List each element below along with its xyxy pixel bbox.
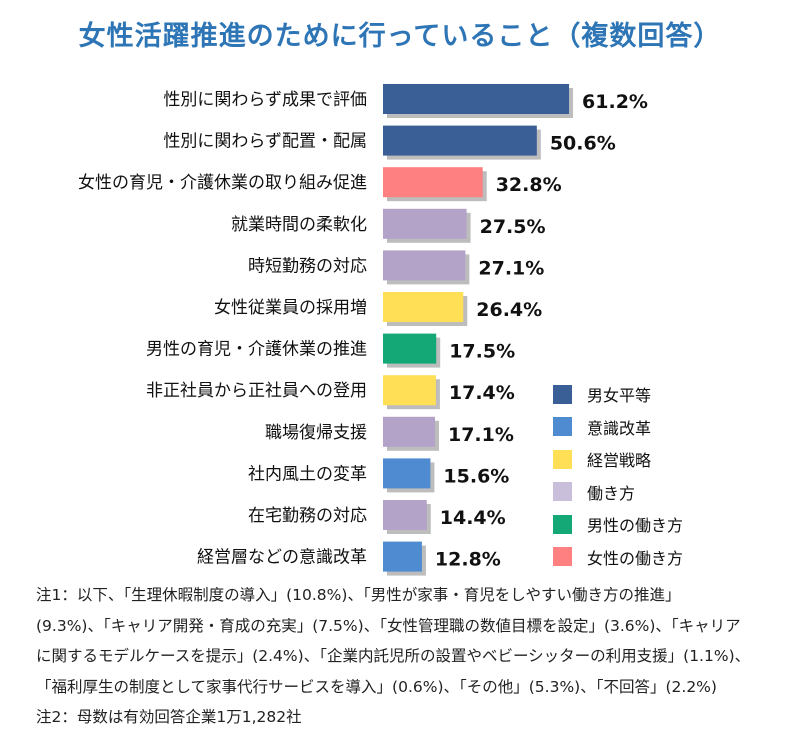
legend-label: 経営戦略 xyxy=(587,451,652,471)
value-label: 17.5% xyxy=(449,341,515,363)
value-label: 14.4% xyxy=(440,507,506,529)
value-label: 27.1% xyxy=(478,257,544,279)
category-label: 時短勤務の対応 xyxy=(248,256,367,276)
legend-swatch xyxy=(553,514,572,534)
value-label: 26.4% xyxy=(476,299,542,321)
bar xyxy=(383,208,467,239)
bar xyxy=(383,458,431,489)
note-line: 注1：以下、「生理休暇制度の導入」(10.8%)、「男性が家事・育児をしやすい働… xyxy=(36,586,681,604)
bar-chart: 性別に関わらず成果で評価 61.2% 性別に関わらず配置・配属 50.6% 女性の育児・… xyxy=(78,84,648,576)
bar xyxy=(383,292,464,322)
legend-item: 経営戦略 xyxy=(553,443,683,476)
legend-label: 意識改革 xyxy=(587,418,652,438)
category-label: 男性の育児・介護休業の推進 xyxy=(146,340,367,360)
note-line: 注2：母数は有効回答企業1万1,282社 xyxy=(36,708,302,726)
legend-swatch xyxy=(553,417,572,437)
category-label: 性別に関わらず成果で評価 xyxy=(163,90,367,110)
legend-swatch xyxy=(553,547,572,567)
chart-title: 女性活躍推進のために行っていること（複数回答） xyxy=(78,21,722,52)
value-label: 15.6% xyxy=(443,465,509,487)
legend-swatch xyxy=(553,482,572,502)
bar xyxy=(383,250,466,281)
bar xyxy=(383,333,437,364)
legend-label: 働き方 xyxy=(587,483,636,503)
bar xyxy=(383,84,570,114)
category-label: 女性従業員の採用増 xyxy=(214,298,367,318)
category-label: 性別に関わらず配置・配属 xyxy=(163,132,367,152)
category-label: 非正社員から正社員への登用 xyxy=(146,381,367,401)
value-label: 32.8% xyxy=(496,174,562,196)
value-label: 17.1% xyxy=(448,424,514,446)
bar xyxy=(383,167,483,198)
bar xyxy=(383,500,427,530)
legend: 男女平等意識改革経営戦略働き方男性の働き方 女性の働き方 xyxy=(553,378,683,573)
value-label: 61.2% xyxy=(582,91,648,113)
bar xyxy=(383,125,537,156)
legend-item: 男女平等 xyxy=(553,378,683,411)
legend-label: 男女平等 xyxy=(587,386,652,406)
category-label: 就業時間の柔軟化 xyxy=(231,215,367,235)
legend-swatch xyxy=(553,449,572,469)
bar xyxy=(383,541,422,572)
value-label: 50.6% xyxy=(550,133,616,155)
value-label: 17.4% xyxy=(449,382,515,404)
notes: 注1：以下、「生理休暇制度の導入」(10.8%)、「男性が家事・育児をしやすい働… xyxy=(36,580,796,733)
category-label: 在宅勤務の対応 xyxy=(248,506,367,526)
note-line: (9.3%)、「キャリア開発・育成の充実」(7.5%)、「女性管理職の数値目標を… xyxy=(36,616,741,635)
legend-item: 働き方 xyxy=(553,476,683,509)
category-label: 女性の育児・介護休業の取り組み促進 xyxy=(78,173,367,193)
legend-item: 意識改革 xyxy=(553,411,683,444)
legend-swatch xyxy=(553,384,572,404)
category-label: 経営層などの意識改革 xyxy=(197,548,367,568)
bar xyxy=(383,375,436,406)
category-label: 職場復帰支援 xyxy=(265,423,367,443)
legend-item: 女性の働き方 xyxy=(553,541,683,574)
category-label: 社内風土の変革 xyxy=(248,464,367,484)
legend-label: 女性の働き方 xyxy=(587,548,684,568)
note-line: 「福利厚生の制度として家事代行サービスを導入」(0.6%)、「その他」(5.3%… xyxy=(36,677,717,696)
value-label: 27.5% xyxy=(480,216,546,238)
legend-label: 男性の働き方 xyxy=(587,516,684,536)
note-line: に関するモデルケースを提示」(2.4%)、「企業内託児所の設置やベビーシッターの… xyxy=(36,647,751,665)
legend-item: 男性の働き方 xyxy=(553,508,683,541)
bar xyxy=(383,416,435,447)
value-label: 12.8% xyxy=(435,549,501,571)
